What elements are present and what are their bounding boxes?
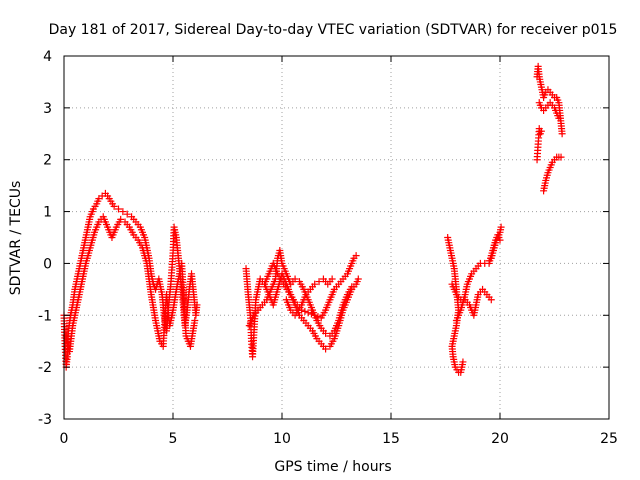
x-axis-label: GPS time / hours — [274, 459, 391, 475]
data-point — [459, 358, 467, 366]
data-point — [537, 127, 545, 135]
chart-title: Day 181 of 2017, Sidereal Day-to-day VTE… — [49, 22, 618, 38]
y-tick-label: -1 — [38, 308, 52, 324]
grid — [64, 56, 609, 419]
y-tick-label: 1 — [43, 205, 52, 221]
y-tick-label: 4 — [43, 49, 52, 65]
x-tick-label: 15 — [382, 431, 400, 447]
data-point — [328, 275, 336, 283]
y-axis-label: SDTVAR / TECUs — [8, 181, 24, 296]
data-point — [110, 202, 118, 210]
data-point — [311, 311, 319, 319]
y-tick-label: 0 — [43, 256, 52, 272]
data-point — [193, 301, 201, 309]
data-point — [314, 313, 322, 321]
data-point — [304, 309, 312, 317]
y-tick-label: -3 — [38, 412, 52, 428]
y-tick-label: 2 — [43, 153, 52, 169]
data-point — [487, 296, 495, 304]
data-point — [354, 275, 362, 283]
data-point — [291, 275, 299, 283]
x-tick-label: 25 — [600, 431, 618, 447]
data-point — [558, 130, 566, 138]
x-tick-label: 10 — [273, 431, 291, 447]
data-point — [555, 114, 563, 122]
x-tick-label: 20 — [491, 431, 509, 447]
data-point — [307, 310, 315, 318]
data-point — [123, 210, 131, 218]
data-point — [348, 283, 356, 291]
y-tick-label: 3 — [43, 101, 52, 117]
data-point — [352, 252, 360, 260]
x-tick-label: 0 — [60, 431, 69, 447]
data-point — [497, 223, 505, 231]
data-point — [311, 280, 319, 288]
axis-ticks: 0 5 10 15 20 25 -3 -2 -1 0 1 2 3 4 — [38, 49, 618, 447]
data-point — [496, 236, 504, 244]
data-point — [301, 307, 309, 315]
x-tick-label: 5 — [169, 431, 178, 447]
y-tick-label: -2 — [38, 360, 52, 376]
data-point — [315, 278, 323, 286]
data-point — [119, 208, 127, 216]
data-point — [322, 345, 330, 353]
plot-frame — [63, 55, 610, 420]
data-point — [557, 153, 565, 161]
data-point — [322, 329, 330, 337]
data-points — [60, 62, 566, 376]
data-point — [115, 205, 122, 213]
data-point — [191, 316, 199, 324]
data-point — [117, 215, 125, 223]
